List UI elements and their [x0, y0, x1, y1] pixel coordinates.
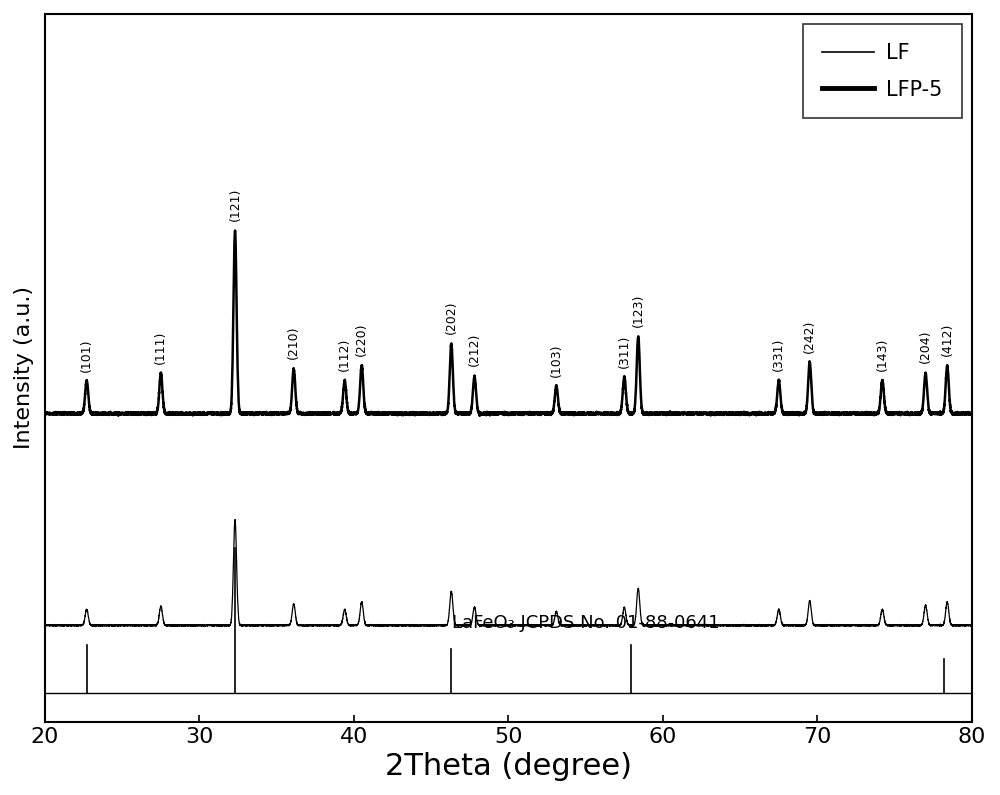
- Text: (112): (112): [338, 338, 351, 371]
- Text: (103): (103): [550, 343, 563, 377]
- Text: (101): (101): [80, 338, 93, 372]
- Text: (143): (143): [876, 338, 889, 371]
- Legend: LF, LFP-5: LF, LFP-5: [803, 25, 962, 118]
- Text: (331): (331): [772, 338, 785, 371]
- Text: (111): (111): [154, 331, 167, 364]
- Text: (204): (204): [919, 330, 932, 363]
- Text: (242): (242): [803, 320, 816, 353]
- Text: (210): (210): [287, 325, 300, 359]
- Text: (202): (202): [445, 301, 458, 334]
- Y-axis label: Intensity (a.u.): Intensity (a.u.): [14, 286, 34, 449]
- Text: (311): (311): [618, 335, 631, 368]
- Text: (123): (123): [632, 294, 645, 328]
- Text: (220): (220): [355, 322, 368, 356]
- X-axis label: 2Theta (degree): 2Theta (degree): [385, 752, 632, 781]
- Text: (121): (121): [229, 188, 242, 221]
- Text: (412): (412): [941, 322, 954, 355]
- Text: LaFeO₃ JCPDS No. 01-88-0641: LaFeO₃ JCPDS No. 01-88-0641: [452, 614, 720, 632]
- Text: (212): (212): [468, 333, 481, 366]
